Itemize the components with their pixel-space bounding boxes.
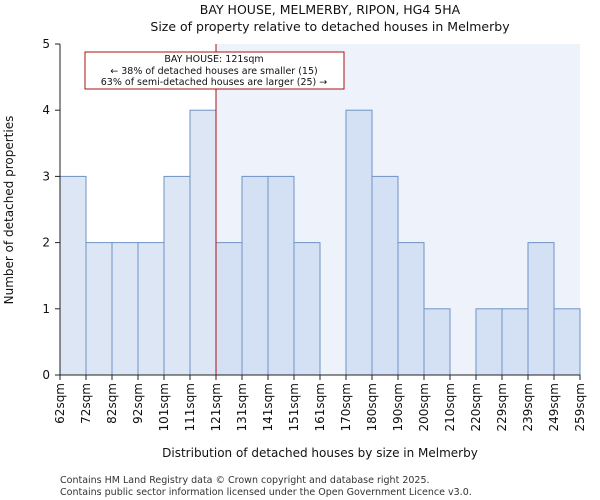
bar-92sqm	[137, 242, 165, 376]
x-tick-label: 249sqm	[547, 383, 561, 431]
y-axis-label: Number of detached properties	[2, 116, 16, 305]
bar-229sqm	[501, 308, 529, 376]
chart-subtitle: Size of property relative to detached ho…	[150, 19, 510, 34]
bar-239sqm	[527, 242, 555, 376]
x-tick-label: 72sqm	[79, 383, 93, 424]
x-tick-label: 92sqm	[131, 383, 145, 424]
x-tick-label: 170sqm	[339, 383, 353, 431]
x-tick-label: 210sqm	[443, 383, 457, 431]
bar-200sqm	[423, 308, 451, 376]
annotation-line-3: 63% of semi-detached houses are larger (…	[101, 77, 328, 88]
footer-line-2: Contains public sector information licen…	[60, 487, 472, 498]
bar-101sqm	[163, 175, 191, 376]
x-tick-label: 151sqm	[287, 383, 301, 431]
x-tick-label: 82sqm	[105, 383, 119, 424]
y-tick-label: 0	[42, 368, 50, 382]
plot-area: 0 1 2 3 4 5 62sqm 72sqm 82sqm 92sqm 101sqm 111sqm 12…	[42, 37, 587, 431]
bar-111sqm	[189, 109, 217, 376]
y-tick-label: 5	[42, 37, 50, 51]
bar-170sqm	[345, 109, 373, 376]
bar-151sqm	[293, 242, 321, 376]
bar-121sqm	[215, 242, 243, 376]
x-axis-label: Distribution of detached houses by size …	[162, 446, 478, 460]
y-tick-label: 1	[42, 302, 50, 316]
bar-82sqm	[111, 242, 139, 376]
x-tick-label: 161sqm	[313, 383, 327, 431]
bar-72sqm	[85, 242, 113, 376]
bar-62sqm	[59, 175, 87, 376]
annotation-box	[84, 51, 345, 90]
x-tick-label: 180sqm	[365, 383, 379, 431]
bar-190sqm	[397, 242, 425, 376]
chart-title: BAY HOUSE, MELMERBY, RIPON, HG4 5HA	[200, 2, 461, 17]
x-tick-label: 220sqm	[469, 383, 483, 431]
annotation-line-1: BAY HOUSE: 121sqm	[164, 54, 263, 65]
x-tick-label: 190sqm	[391, 383, 405, 431]
bar-180sqm	[371, 175, 399, 376]
bar-141sqm	[267, 175, 295, 376]
y-tick-label: 3	[42, 169, 50, 183]
x-tick-label: 131sqm	[235, 383, 249, 431]
bar-249sqm	[553, 308, 581, 376]
x-tick-label: 229sqm	[495, 383, 509, 431]
x-tick-label: 141sqm	[261, 383, 275, 431]
y-tick-label: 2	[42, 236, 50, 250]
x-tick-label: 121sqm	[209, 383, 223, 431]
x-tick-label: 239sqm	[521, 383, 535, 431]
bar-220sqm	[475, 308, 503, 376]
x-tick-label: 62sqm	[53, 383, 67, 424]
x-tick-label: 101sqm	[157, 383, 171, 431]
footer-line-1: Contains HM Land Registry data © Crown c…	[60, 475, 430, 486]
annotation-line-2: ← 38% of detached houses are smaller (15…	[110, 66, 317, 77]
y-tick-label: 4	[42, 103, 50, 117]
x-tick-label: 111sqm	[183, 383, 197, 431]
x-tick-label: 259sqm	[573, 383, 587, 431]
bar-131sqm	[241, 175, 269, 376]
x-tick-label: 200sqm	[417, 383, 431, 431]
